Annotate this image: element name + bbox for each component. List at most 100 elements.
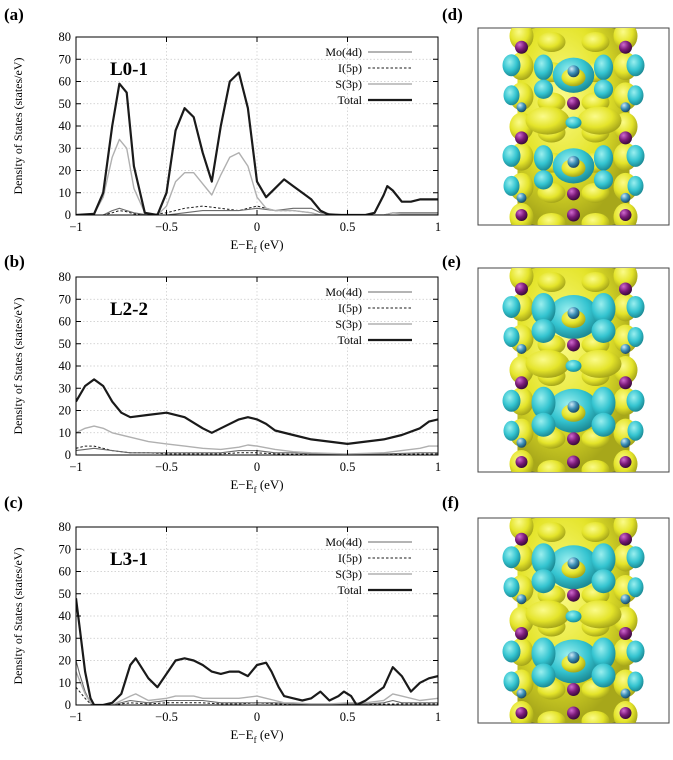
yellow-lobe xyxy=(581,272,610,292)
cyan-isosurface xyxy=(531,386,556,419)
x-axis-label-unit: (eV) xyxy=(257,477,284,492)
series-line-total xyxy=(76,598,438,705)
x-axis-label-main: E−E xyxy=(230,237,253,252)
charge-density-image-e xyxy=(477,267,670,473)
y-tick-label: 30 xyxy=(59,631,72,645)
iodine-atom xyxy=(619,376,632,390)
cyan-isosurface xyxy=(565,116,582,129)
iodine-atom xyxy=(619,40,632,54)
sulfur-atom xyxy=(620,437,631,448)
y-tick-label: 20 xyxy=(59,404,72,418)
sulfur-atom xyxy=(516,688,527,699)
sulfur-atom xyxy=(620,594,631,605)
iodine-atom xyxy=(619,532,632,546)
x-tick-label: 1 xyxy=(435,220,441,234)
iodine-atom xyxy=(515,131,528,145)
iodine-atom xyxy=(515,456,528,468)
cyan-isosurface xyxy=(591,386,616,419)
yellow-lobe xyxy=(613,28,638,50)
panel-letter-d: (d) xyxy=(442,5,463,24)
x-axis-label-sub: f xyxy=(254,485,257,495)
chart-title: L3-1 xyxy=(110,549,148,570)
iodine-atom xyxy=(567,706,580,720)
y-tick-label: 70 xyxy=(59,52,72,66)
y-tick-label: 40 xyxy=(59,609,72,623)
panel-letter-c: (c) xyxy=(4,493,23,512)
legend-label: Mo(4d) xyxy=(325,285,362,299)
iodine-atom xyxy=(515,40,528,54)
cyan-isosurface xyxy=(503,420,520,441)
cyan-isosurface xyxy=(533,145,554,171)
cyan-isosurface xyxy=(531,569,556,594)
iodine-atom xyxy=(515,707,528,719)
cyan-isosurface xyxy=(503,326,520,347)
x-tick-label: 1 xyxy=(435,710,441,724)
y-tick-label: 0 xyxy=(65,208,71,222)
x-axis-label-unit: (eV) xyxy=(257,727,284,742)
yellow-lobe xyxy=(577,106,622,135)
iodine-atom xyxy=(567,338,580,352)
y-axis-label: Density of States (states/eV) xyxy=(11,548,25,685)
y-tick-label: 0 xyxy=(65,698,71,712)
y-tick-label: 20 xyxy=(59,654,72,668)
series-line-mo-4d xyxy=(76,660,438,705)
y-tick-label: 70 xyxy=(59,542,72,556)
yellow-lobe xyxy=(581,213,610,225)
x-tick-label: 0.5 xyxy=(340,220,356,234)
x-axis-label-sub: f xyxy=(254,245,257,255)
legend-label: I(5p) xyxy=(338,551,362,565)
y-tick-label: 60 xyxy=(59,75,72,89)
yellow-lobe xyxy=(509,268,534,290)
panel-letter-f: (f) xyxy=(442,493,459,512)
y-tick-label: 80 xyxy=(59,520,72,534)
cyan-isosurface xyxy=(531,412,556,437)
iodine-atom xyxy=(515,376,528,390)
yellow-lobe xyxy=(581,32,610,52)
x-tick-label: −0.5 xyxy=(155,710,178,724)
yellow-lobe xyxy=(525,349,570,378)
cyan-isosurface xyxy=(531,292,556,325)
sulfur-atom xyxy=(620,102,631,113)
y-tick-label: 50 xyxy=(59,337,72,351)
charge-density-image-f xyxy=(477,517,670,724)
y-tick-label: 10 xyxy=(59,676,72,690)
cyan-isosurface xyxy=(533,54,554,81)
x-tick-label: −1 xyxy=(69,220,82,234)
series-line-mo-4d xyxy=(76,207,438,215)
sulfur-atom xyxy=(567,155,580,168)
series-line-i-5p xyxy=(76,686,438,705)
cyan-isosurface xyxy=(627,85,644,106)
x-tick-label: 0.5 xyxy=(340,460,356,474)
plot-area xyxy=(76,598,438,705)
cyan-isosurface xyxy=(565,359,582,372)
cyan-isosurface xyxy=(502,546,521,569)
cyan-isosurface xyxy=(627,175,644,196)
cyan-isosurface xyxy=(503,175,520,196)
series-line-total xyxy=(76,378,438,445)
cyan-isosurface xyxy=(591,543,616,576)
cyan-isosurface xyxy=(627,671,644,692)
cyan-isosurface xyxy=(503,671,520,692)
x-tick-label: 0 xyxy=(254,460,260,474)
x-tick-label: −1 xyxy=(69,460,82,474)
cyan-isosurface xyxy=(593,145,614,171)
iodine-atom xyxy=(619,131,632,145)
cyan-isosurface xyxy=(627,326,644,347)
iodine-atom xyxy=(515,627,528,640)
cyan-isosurface xyxy=(565,610,582,623)
cyan-isosurface xyxy=(502,389,521,412)
x-axis-label: E−Ef (eV) xyxy=(230,727,283,745)
cyan-isosurface xyxy=(626,144,645,167)
iodine-atom xyxy=(567,683,580,696)
sulfur-atom xyxy=(516,102,527,113)
iodine-atom xyxy=(619,209,632,221)
x-tick-label: −1 xyxy=(69,710,82,724)
cyan-isosurface xyxy=(591,412,616,437)
y-tick-label: 40 xyxy=(59,119,72,133)
legend-label: S(3p) xyxy=(335,567,362,581)
iodine-atom xyxy=(567,432,580,446)
sulfur-atom xyxy=(567,65,580,78)
cyan-isosurface xyxy=(627,577,644,598)
y-tick-label: 80 xyxy=(59,30,72,44)
